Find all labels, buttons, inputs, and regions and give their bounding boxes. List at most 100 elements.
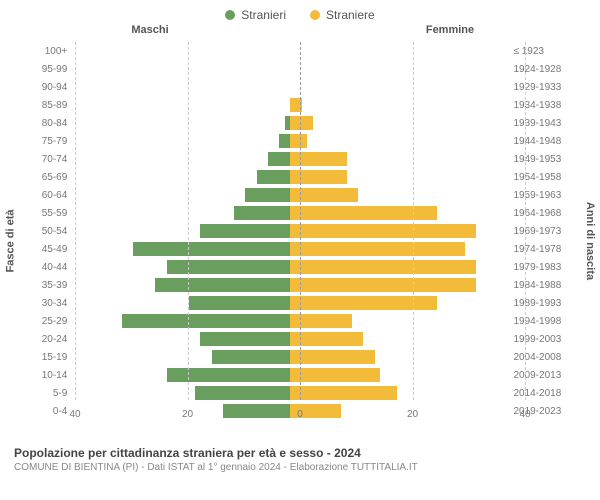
bar-male-wrap [73, 278, 290, 292]
birth-year-label: 2019-2023 [507, 406, 580, 417]
bar-female [290, 260, 476, 274]
age-label: 10-14 [20, 370, 73, 381]
bar-female-wrap [290, 80, 507, 94]
age-label: 65-69 [20, 172, 73, 183]
bar-female-wrap [290, 224, 507, 238]
pyramid-row: 60-64 1959-1963 [20, 186, 580, 204]
birth-year-label: ≤ 1923 [507, 46, 580, 57]
bar-male [195, 386, 291, 400]
bar-male-wrap [73, 332, 290, 346]
bar-female [290, 152, 346, 166]
birth-year-label: 1984-1988 [507, 280, 580, 291]
age-label: 60-64 [20, 190, 73, 201]
age-label: 25-29 [20, 316, 73, 327]
bar-female-wrap [290, 350, 507, 364]
bar-male [223, 404, 291, 418]
bar-female-wrap [290, 386, 507, 400]
bar-female [290, 278, 476, 292]
bar-male-wrap [73, 350, 290, 364]
bar-female-wrap [290, 116, 507, 130]
legend-item-female: Straniere [310, 8, 375, 22]
pyramid-row: 95-99 1924-1928 [20, 60, 580, 78]
bar-male-wrap [73, 170, 290, 184]
bar-male-wrap [73, 98, 290, 112]
bar-female [290, 224, 476, 238]
bar-male-wrap [73, 296, 290, 310]
pyramid-row: 45-491974-1978 [20, 240, 580, 258]
bar-female-wrap [290, 368, 507, 382]
pyramid-row: 65-69 1954-1958 [20, 168, 580, 186]
pyramid-row: 25-291994-1998 [20, 312, 580, 330]
legend-label-female: Straniere [326, 8, 375, 22]
bar-male-wrap [73, 314, 290, 328]
bar-female [290, 206, 436, 220]
age-label: 85-89 [20, 100, 73, 111]
bar-female [290, 296, 436, 310]
age-label: 50-54 [20, 226, 73, 237]
age-label: 40-44 [20, 262, 73, 273]
age-label: 45-49 [20, 244, 73, 255]
legend-swatch-male [225, 10, 235, 20]
bar-female [290, 98, 301, 112]
age-label: 80-84 [20, 118, 73, 129]
bar-male [167, 368, 291, 382]
column-header-male: Maschi [0, 24, 300, 36]
pyramid-row: 40-44 1979-1983 [20, 258, 580, 276]
bar-female-wrap [290, 260, 507, 274]
bar-male [268, 152, 291, 166]
bar-male [167, 260, 291, 274]
birth-year-label: 2014-2018 [507, 388, 580, 399]
bar-male [257, 170, 291, 184]
pyramid-row: 10-14 2009-2013 [20, 366, 580, 384]
bar-female-wrap [290, 332, 507, 346]
yaxis-title-right: Anni di nascita [582, 42, 598, 440]
age-label: 20-24 [20, 334, 73, 345]
birth-year-label: 1999-2003 [507, 334, 580, 345]
bar-female-wrap [290, 44, 507, 58]
bar-male-wrap [73, 386, 290, 400]
bar-female-wrap [290, 188, 507, 202]
bar-female-wrap [290, 62, 507, 76]
bar-female-wrap [290, 170, 507, 184]
pyramid-row: 0-4 2019-2023 [20, 402, 580, 420]
bar-male [189, 296, 290, 310]
birth-year-label: 1969-1973 [507, 226, 580, 237]
age-label: 95-99 [20, 64, 73, 75]
birth-year-label: 2009-2013 [507, 370, 580, 381]
bar-female [290, 134, 307, 148]
age-label: 30-34 [20, 298, 73, 309]
legend-swatch-female [310, 10, 320, 20]
pyramid-row: 50-54 1969-1973 [20, 222, 580, 240]
bar-female-wrap [290, 152, 507, 166]
bar-male [245, 188, 290, 202]
bar-female [290, 332, 363, 346]
footer-subtitle: COMUNE DI BIENTINA (PI) - Dati ISTAT al … [14, 462, 586, 473]
birth-year-label: 1924-1928 [507, 64, 580, 75]
bar-female [290, 350, 374, 364]
pyramid-row: 100+ ≤ 1923 [20, 42, 580, 60]
birth-year-label: 1929-1933 [507, 82, 580, 93]
birth-year-label: 1949-1953 [507, 154, 580, 165]
age-label: 0-4 [20, 406, 73, 417]
bar-female-wrap [290, 404, 507, 418]
legend-label-male: Stranieri [241, 8, 286, 22]
bar-male-wrap [73, 242, 290, 256]
birth-year-label: 1954-1958 [507, 172, 580, 183]
bar-male-wrap [73, 134, 290, 148]
yaxis-title-left: Fasce di età [2, 42, 18, 440]
bar-male [122, 314, 291, 328]
bar-female-wrap [290, 278, 507, 292]
birth-year-label: 1979-1983 [507, 262, 580, 273]
age-label: 100+ [20, 46, 73, 57]
rows-container: 100+≤ 192395-991924-192890-941929-193385… [0, 42, 600, 420]
birth-year-label: 1934-1938 [507, 100, 580, 111]
plot-area: Fasce di età Anni di nascita 100+ ≤ 1923 9… [0, 42, 600, 440]
birth-year-label: 1959-1963 [507, 190, 580, 201]
pyramid-row: 80-841939-1943 [20, 114, 580, 132]
bar-male [279, 134, 290, 148]
age-label: 35-39 [20, 280, 73, 291]
bar-female [290, 404, 341, 418]
birth-year-label: 1964-1968 [507, 208, 580, 219]
bar-female [290, 242, 464, 256]
birth-year-label: 2004-2008 [507, 352, 580, 363]
